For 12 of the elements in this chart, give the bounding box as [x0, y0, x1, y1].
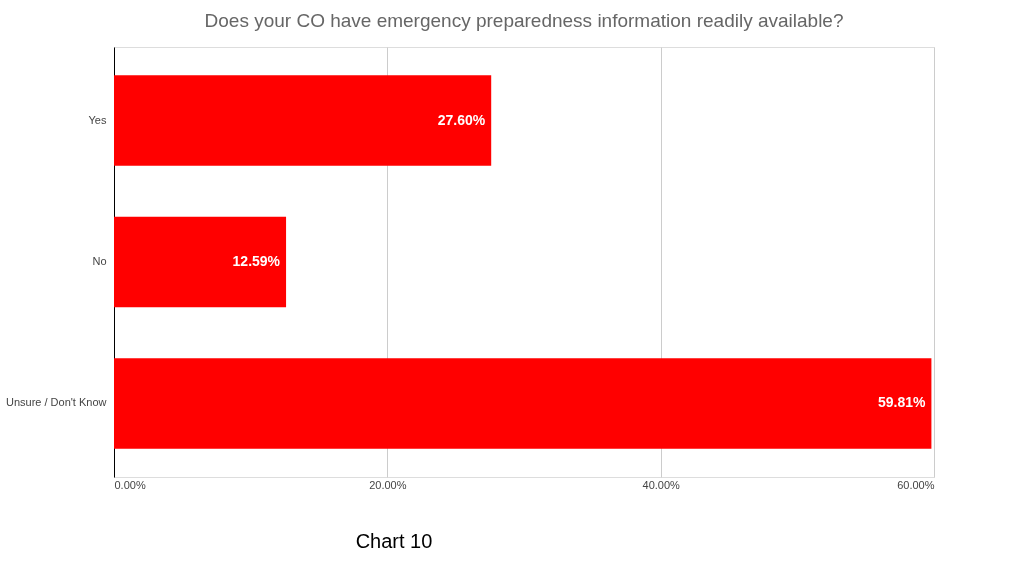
x-tick-label: 60.00% [897, 478, 935, 491]
caption: Chart 10 [355, 530, 433, 552]
y-tick-label: No [92, 255, 107, 267]
y-tick-label: Yes [88, 113, 107, 126]
y-tick-label: Unsure / Don't Know [5, 396, 107, 409]
data-label: 27.60% [437, 111, 486, 128]
data-label: 59.81% [877, 394, 926, 411]
chart-title: Does your CO have emergency preparedness information readily available? [204, 10, 844, 31]
x-tick-label: 0.00% [114, 478, 146, 491]
x-tick-label: 20.00% [369, 478, 407, 491]
x-tick-label: 40.00% [642, 478, 681, 491]
data-label: 12.59% [232, 253, 281, 269]
